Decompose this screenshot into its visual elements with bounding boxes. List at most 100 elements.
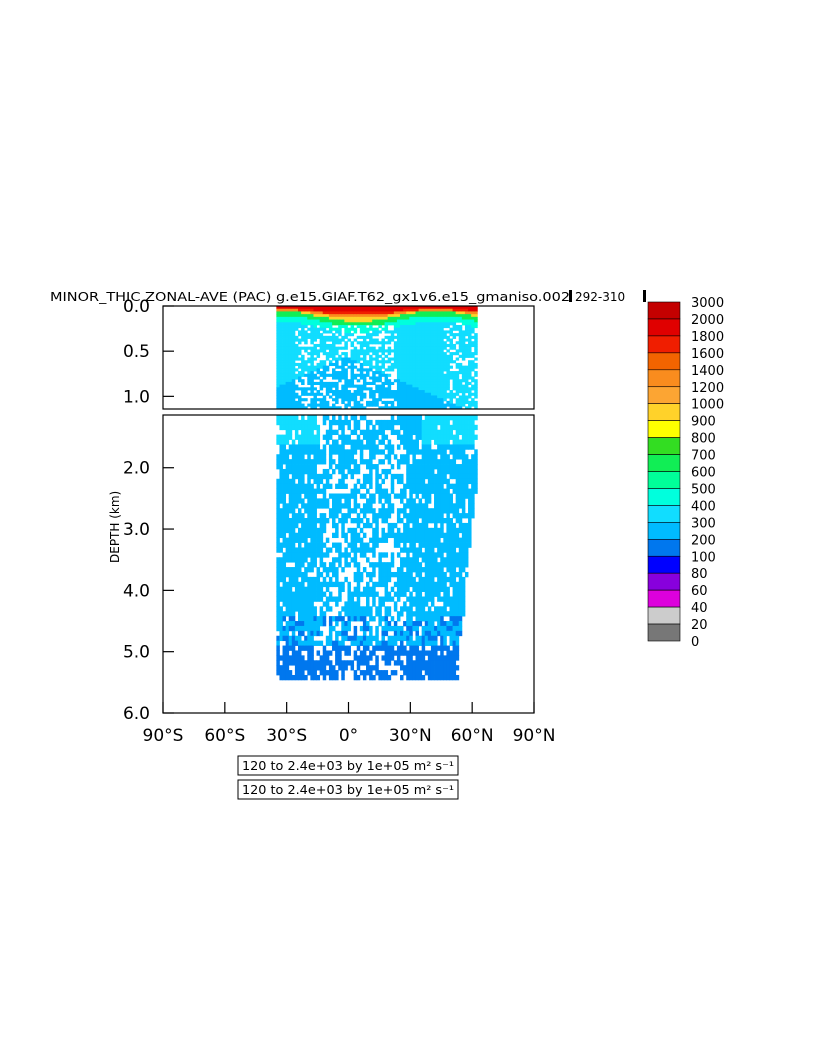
field-cell	[344, 552, 348, 558]
field-cell	[285, 434, 290, 440]
field-cell	[443, 611, 447, 617]
field-cell	[400, 606, 404, 612]
field-cell	[332, 338, 336, 342]
field-cell	[471, 444, 475, 450]
field-cell	[446, 513, 450, 519]
field-cell	[294, 384, 299, 388]
field-cell	[344, 434, 348, 440]
upper-y-tick-label-2: 1.0	[123, 387, 150, 407]
field-cell	[313, 333, 317, 337]
field-cell	[430, 552, 435, 558]
field-cell	[366, 349, 370, 353]
field-cell	[434, 365, 438, 369]
field-cell	[406, 392, 410, 396]
field-cell	[298, 403, 302, 407]
field-cell	[310, 403, 314, 407]
field-cell	[304, 567, 308, 573]
field-cell	[282, 360, 287, 364]
field-cell	[328, 576, 333, 583]
field-cell	[328, 635, 333, 642]
field-cell	[430, 384, 435, 388]
field-cell	[301, 591, 305, 597]
field-cell	[338, 665, 342, 671]
field-cell	[446, 434, 450, 440]
field-cell	[437, 552, 441, 558]
field-cell	[282, 616, 287, 622]
field-cell	[400, 650, 404, 656]
field-cell	[294, 324, 299, 329]
field-cell	[449, 581, 453, 588]
field-cell	[427, 488, 432, 494]
field-cell	[452, 650, 457, 656]
field-cell	[415, 449, 419, 455]
field-cell	[298, 468, 302, 475]
field-cell	[393, 314, 398, 318]
field-cell	[449, 343, 453, 348]
field-cell	[328, 660, 333, 666]
field-cell	[304, 493, 308, 499]
field-cell	[384, 518, 389, 524]
field-cell	[409, 650, 413, 656]
field-cell	[430, 478, 435, 485]
field-cell	[322, 527, 327, 534]
field-cell	[285, 330, 290, 334]
field-cell	[412, 498, 416, 504]
field-cell	[421, 625, 426, 632]
field-cell	[396, 311, 401, 315]
field-cell	[335, 542, 339, 548]
field-cell	[279, 333, 283, 337]
field-cell	[455, 384, 460, 388]
field-cell	[400, 424, 404, 431]
field-cell	[359, 365, 364, 369]
field-cell	[474, 365, 478, 369]
field-cell	[328, 596, 333, 602]
field-cell	[362, 338, 367, 342]
field-cell	[375, 398, 379, 402]
field-cell	[424, 616, 429, 622]
field-cell	[400, 341, 404, 345]
field-cell	[353, 508, 358, 514]
field-cell	[276, 576, 280, 583]
field-cell	[415, 362, 419, 367]
field-cell	[279, 360, 283, 364]
field-cell	[424, 373, 429, 377]
field-cell	[375, 611, 379, 617]
field-cell	[452, 384, 457, 388]
field-cell	[288, 392, 293, 396]
field-cell	[285, 674, 290, 681]
field-cell	[362, 324, 367, 329]
field-cell	[282, 488, 287, 494]
field-cell	[471, 311, 475, 315]
field-cell	[421, 424, 426, 431]
field-cell	[384, 387, 389, 391]
field-cell	[338, 581, 342, 588]
contour-info-text-2: 120 to 2.4e+03 by 1e+05 m² s⁻¹	[242, 783, 454, 797]
field-cell	[362, 306, 367, 310]
field-cell	[384, 392, 389, 396]
field-cell	[452, 488, 457, 494]
field-cell	[381, 316, 385, 320]
field-cell	[452, 645, 457, 651]
field-cell	[434, 373, 438, 377]
field-cell	[347, 562, 351, 568]
field-cell	[328, 322, 333, 326]
field-cell	[341, 468, 345, 475]
field-cell	[403, 379, 407, 383]
field-cell	[415, 381, 419, 386]
field-cell	[350, 527, 355, 534]
field-cell	[328, 630, 333, 637]
field-cell	[359, 415, 364, 421]
field-cell	[443, 381, 447, 386]
field-cell	[449, 327, 453, 331]
field-cell	[390, 395, 395, 399]
field-cell	[294, 493, 299, 499]
field-cell	[424, 314, 429, 318]
field-cell	[418, 327, 423, 331]
field-cell	[421, 660, 426, 666]
field-cell	[328, 444, 333, 450]
field-cell	[313, 591, 317, 597]
field-cell	[384, 552, 389, 558]
field-cell	[396, 635, 401, 642]
field-cell	[409, 343, 413, 348]
